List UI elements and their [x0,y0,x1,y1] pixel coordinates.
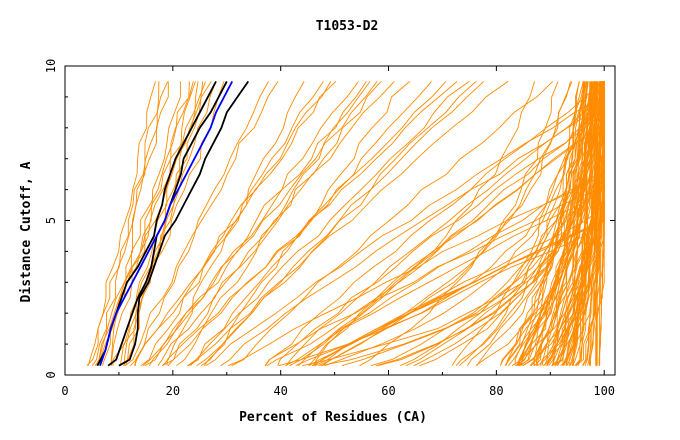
series-line-mid [166,81,458,366]
series-line-fan [314,81,605,367]
series-line-dense [551,81,601,367]
series-line-convex [302,81,596,367]
x-tick-label: 20 [166,384,180,398]
x-tick-label: 80 [489,384,503,398]
y-tick-label: 0 [44,371,58,378]
series-line-fan [313,81,605,366]
y-axis-label: Distance Cutoff, A [19,161,34,302]
series-line-steep [110,81,160,366]
series-line-outlier [596,81,602,366]
series-line-fan [313,81,605,367]
series-line-mid [187,81,470,367]
series-line-mid [144,81,367,367]
series-line-dense [515,81,584,366]
series-line-mid [190,81,509,367]
series-line-fan [205,81,605,367]
chart-title: T1053-D2 [316,19,379,34]
series-line-steep [91,81,169,366]
x-tick-label: 60 [381,384,395,398]
series-line-mid [142,81,378,367]
highlight-line-blue [99,80,233,366]
series-line-convex [266,81,536,367]
y-tick-label: 10 [44,59,58,73]
series-line-convex [505,81,584,366]
series-line-convex [295,81,573,367]
series-line-dense [565,81,605,366]
series-line-steep [111,81,181,366]
series-line-steep [94,81,212,366]
series-line-mid [135,81,332,366]
series-line-dense [514,81,585,366]
series-line-steep [112,81,217,366]
series-line-mid [167,81,447,366]
series-line-outlier [574,81,595,367]
y-tick-label: 5 [44,217,58,224]
series-line-mid [203,81,411,366]
series-line-fan [265,81,604,366]
series-line-mid [148,81,359,366]
series-line-steep [95,81,194,366]
series-layer [86,80,605,367]
series-line-mid [130,81,337,367]
series-line-mid [196,81,485,367]
x-tick-label: 40 [273,384,287,398]
series-line-dense [546,81,604,366]
x-axis-label: Percent of Residues (CA) [239,410,427,425]
series-line-steep [122,81,204,366]
series-line-convex [324,81,587,367]
series-line-convex [451,81,580,366]
series-line-mid [125,81,279,367]
series-line-dense [554,81,601,367]
series-line-mid [200,81,477,367]
series-line-mid [162,81,305,367]
series-line-steep [97,81,207,366]
series-line-mid [134,81,269,366]
series-line-dense [568,81,598,366]
series-line-steep [123,81,196,366]
series-line-dense [507,81,596,366]
series-line-mid [140,81,324,367]
ticks-layer: 0 20 40 60 80 100 0 5 10 [44,59,615,398]
series-line-convex [359,81,559,367]
series-line-dense [584,81,605,366]
series-line-dense [537,81,589,366]
series-line-dense [517,81,591,367]
series-line-fan [220,81,605,367]
highlight-line-black [118,80,250,367]
series-line-fan [231,81,554,367]
x-tick-label: 100 [593,384,615,398]
series-line-dense [541,81,598,366]
series-line-mid [157,81,395,366]
series-line-mid [162,81,382,367]
x-tick-label: 0 [61,384,68,398]
series-line-dense [534,81,584,367]
